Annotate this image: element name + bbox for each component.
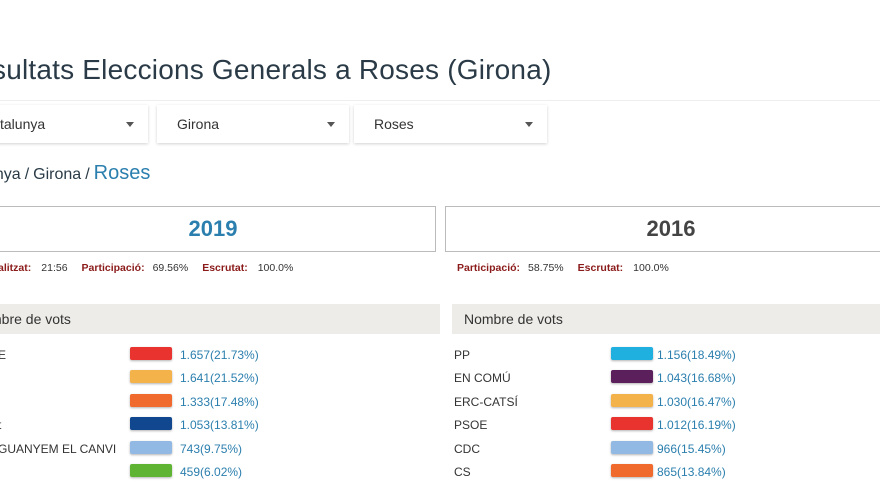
party-name: t (0, 418, 1, 432)
breadcrumb-current: Roses (93, 162, 151, 184)
party-votes: 1.156(18.49%) (657, 348, 736, 362)
party-color-swatch (130, 393, 172, 407)
scrutiny-label: Escrutat: (202, 262, 248, 274)
party-color-swatch (611, 464, 653, 477)
votes-header-2016: Nombre de vots (452, 304, 880, 334)
result-row: PP 1.156(18.49%) (454, 346, 874, 364)
result-row: GUANYEM EL CANVI 743(9.75%) (0, 440, 418, 458)
party-color-swatch (130, 464, 172, 477)
result-row: EN COMÚ 1.043(16.68%) (454, 369, 874, 387)
caret-down-icon (327, 122, 335, 127)
party-color-swatch (611, 417, 653, 431)
scrutiny-value: 100.0% (633, 262, 669, 274)
caret-down-icon (126, 122, 134, 127)
party-name: CS (454, 465, 471, 479)
votes-header-label: mbre de vots (0, 311, 71, 327)
party-votes: 1.657(21.73%) (180, 348, 259, 362)
party-color-swatch (611, 347, 653, 360)
province-select[interactable]: Girona (157, 105, 349, 143)
breadcrumb-separator: / (24, 166, 30, 183)
party-votes: 743(9.75%) (180, 441, 243, 456)
community-select-value: talunya (0, 116, 46, 132)
party-votes: 1.333(17.48%) (180, 394, 259, 409)
breadcrumb-separator: / (85, 166, 90, 183)
party-name: E (0, 348, 7, 362)
party-name: CDC (454, 441, 480, 456)
result-row: PSOE 1.012(16.19%) (454, 416, 874, 434)
party-votes: 1.030(16.47%) (657, 394, 736, 409)
year-2016-header[interactable]: 2016 (445, 206, 880, 252)
updated-label: alitzat: (0, 262, 32, 274)
scrutiny-value: 100.0% (257, 262, 294, 274)
participation-value: 58.75% (528, 262, 564, 274)
party-votes: 1.641(21.52%) (180, 371, 259, 386)
party-color-swatch (130, 440, 172, 454)
party-name: GUANYEM EL CANVI (0, 441, 117, 456)
result-row: ERC-CATSÍ 1.030(16.47%) (454, 393, 874, 411)
result-row: CDC 966(15.45%) (454, 440, 874, 458)
party-color-swatch (130, 417, 172, 431)
province-select-value: Girona (177, 116, 220, 132)
party-color-swatch (130, 347, 172, 360)
info-2016: Participació: 58.75% Escrutat: 100.0% (457, 262, 683, 274)
scrutiny-label: Escrutat: (577, 262, 624, 274)
breadcrumb-community[interactable]: unya (0, 166, 21, 183)
result-row: t 1.053(13.81%) (0, 416, 418, 434)
municipality-select-value: Roses (374, 116, 414, 132)
votes-header-label: Nombre de vots (464, 311, 563, 327)
votes-header-2019: mbre de vots (0, 304, 440, 334)
party-name: PP (454, 348, 471, 362)
caret-down-icon (525, 122, 533, 127)
party-color-swatch (611, 393, 653, 407)
participation-value: 69.56% (152, 262, 189, 274)
municipality-select[interactable]: Roses (354, 105, 547, 143)
party-name: EN COMÚ (454, 371, 511, 386)
participation-label: Participació: (81, 262, 145, 274)
result-row: E 1.657(21.73%) (0, 346, 418, 364)
party-votes: 459(6.02%) (180, 465, 243, 479)
party-votes: 1.012(16.19%) (657, 418, 736, 433)
result-row: 459(6.02%) (0, 463, 418, 481)
party-name: PSOE (454, 418, 488, 433)
party-color-swatch (611, 370, 653, 384)
community-select[interactable]: talunya (0, 105, 148, 143)
year-2019-header[interactable]: 2019 (0, 206, 436, 252)
party-votes: 966(15.45%) (657, 441, 726, 456)
result-row: 1.333(17.48%) (0, 393, 418, 411)
party-name: ERC-CATSÍ (454, 394, 518, 409)
party-color-swatch (611, 440, 653, 454)
participation-label: Participació: (457, 262, 521, 274)
region-selectors: talunya Girona Roses (0, 100, 880, 147)
party-votes: 1.043(16.68%) (657, 371, 736, 386)
result-row: CS 865(13.84%) (454, 463, 874, 481)
result-row: 1.641(21.52%) (0, 369, 418, 387)
party-votes: 1.053(13.81%) (180, 418, 259, 433)
party-color-swatch (130, 370, 172, 384)
page-title: sultats Eleccions Generals a Roses (Giro… (0, 54, 552, 85)
party-votes: 865(13.84%) (657, 465, 726, 479)
info-2019: alitzat: 21:56 Participació: 69.56% Escrutat… (0, 262, 307, 274)
breadcrumb-province[interactable]: Girona (33, 166, 82, 183)
breadcrumb: unya/Girona/Roses (0, 162, 150, 185)
updated-value: 21:56 (41, 262, 68, 274)
